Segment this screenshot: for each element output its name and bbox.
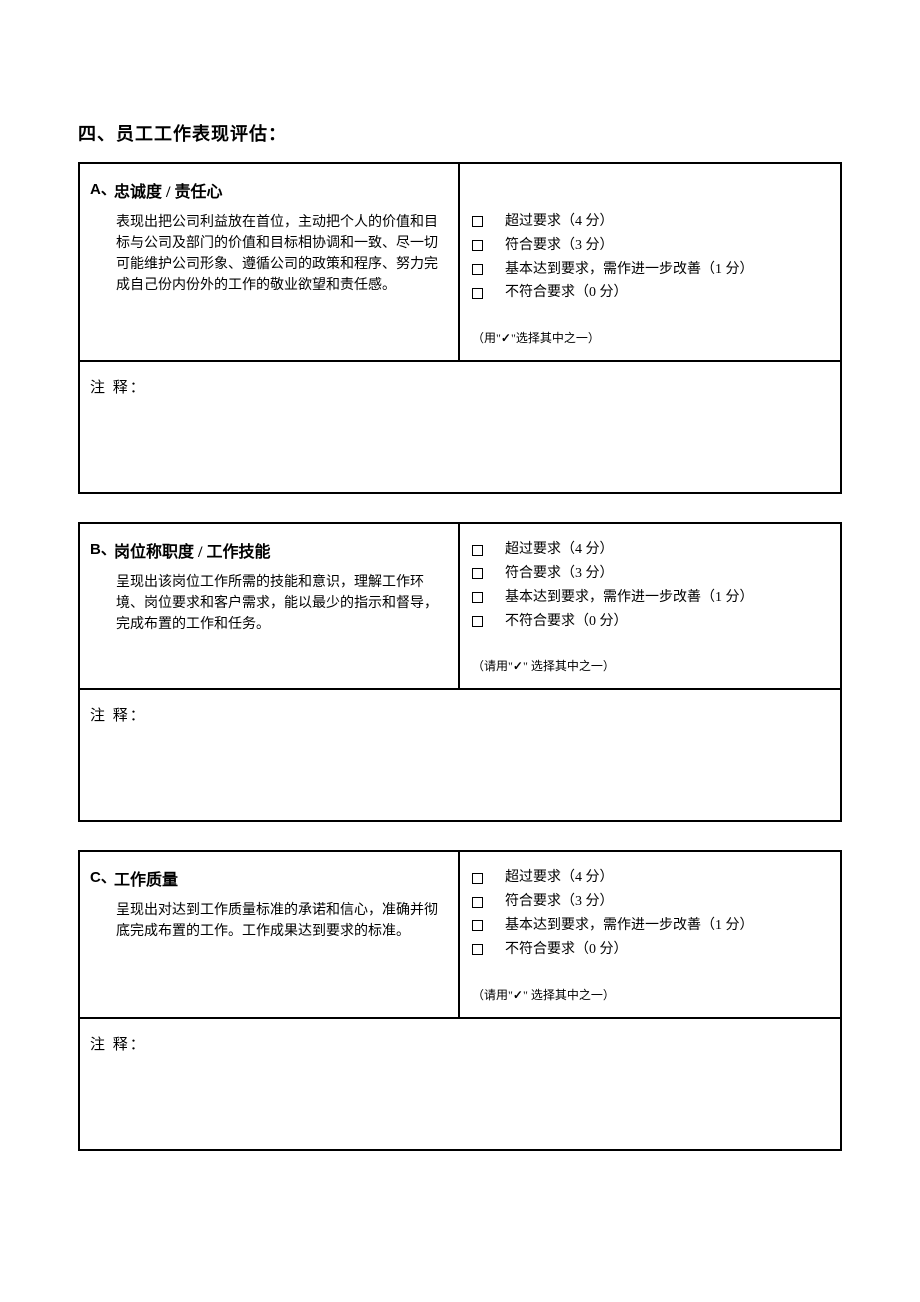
comment-label: 注 释： bbox=[90, 1033, 830, 1054]
hint-text: （请用"✓" 选择其中之一） bbox=[472, 657, 828, 674]
criterion-description: 呈现出对达到工作质量标准的承诺和信心，准确并彻底完成布置的工作。工作成果达到要求… bbox=[84, 900, 446, 942]
comment-box[interactable]: 注 释： bbox=[80, 690, 840, 820]
checkbox-icon[interactable] bbox=[472, 873, 483, 884]
options-list: 超过要求（4 分）符合要求（3 分）基本达到要求，需作进一步改善（1 分）不符合… bbox=[472, 178, 828, 305]
checkbox-icon[interactable] bbox=[472, 944, 483, 955]
option-row: 不符合要求（0 分） bbox=[472, 610, 828, 634]
check-mark-icon: ✓ bbox=[513, 988, 523, 1002]
comment-label: 注 释： bbox=[90, 376, 830, 397]
check-mark-icon: ✓ bbox=[513, 659, 523, 673]
evaluation-block: B、岗位称职度 / 工作技能呈现出该岗位工作所需的技能和意识，理解工作环境、岗位… bbox=[78, 522, 842, 822]
evaluation-top-row: B、岗位称职度 / 工作技能呈现出该岗位工作所需的技能和意识，理解工作环境、岗位… bbox=[80, 524, 840, 690]
checkbox-icon[interactable] bbox=[472, 545, 483, 556]
checkbox-icon[interactable] bbox=[472, 616, 483, 627]
evaluation-block: C、工作质量呈现出对达到工作质量标准的承诺和信心，准确并彻底完成布置的工作。工作… bbox=[78, 850, 842, 1150]
option-row: 基本达到要求，需作进一步改善（1 分） bbox=[472, 914, 828, 938]
checkbox-icon[interactable] bbox=[472, 920, 483, 931]
option-row: 不符合要求（0 分） bbox=[472, 938, 828, 962]
criterion-description: 呈现出该岗位工作所需的技能和意识，理解工作环境、岗位要求和客户需求，能以最少的指… bbox=[84, 572, 446, 635]
option-row: 符合要求（3 分） bbox=[472, 562, 828, 586]
criterion-header: A、忠诚度 / 责任心 bbox=[84, 178, 446, 202]
criterion-cell: C、工作质量呈现出对达到工作质量标准的承诺和信心，准确并彻底完成布置的工作。工作… bbox=[80, 852, 460, 1016]
criterion-description: 表现出把公司利益放在首位，主动把个人的价值和目标与公司及部门的价值和目标相协调和… bbox=[84, 212, 446, 296]
checkbox-icon[interactable] bbox=[472, 264, 483, 275]
checkbox-icon[interactable] bbox=[472, 897, 483, 908]
option-label: 不符合要求（0 分） bbox=[505, 938, 628, 962]
criterion-header: C、工作质量 bbox=[84, 866, 446, 890]
criterion-letter: B、 bbox=[84, 538, 114, 559]
option-label: 不符合要求（0 分） bbox=[505, 610, 628, 634]
option-row: 超过要求（4 分） bbox=[472, 866, 828, 890]
checkbox-icon[interactable] bbox=[472, 568, 483, 579]
checkbox-icon[interactable] bbox=[472, 288, 483, 299]
option-row: 符合要求（3 分） bbox=[472, 890, 828, 914]
option-row: 基本达到要求，需作进一步改善（1 分） bbox=[472, 586, 828, 610]
option-label: 不符合要求（0 分） bbox=[505, 281, 628, 305]
option-row: 基本达到要求，需作进一步改善（1 分） bbox=[472, 258, 828, 282]
option-label: 基本达到要求，需作进一步改善（1 分） bbox=[505, 914, 754, 938]
option-row: 超过要求（4 分） bbox=[472, 538, 828, 562]
options-list: 超过要求（4 分）符合要求（3 分）基本达到要求，需作进一步改善（1 分）不符合… bbox=[472, 538, 828, 633]
criterion-title: 工作质量 bbox=[114, 866, 178, 890]
option-label: 超过要求（4 分） bbox=[505, 210, 614, 234]
criterion-title: 忠诚度 / 责任心 bbox=[114, 178, 222, 202]
option-label: 基本达到要求，需作进一步改善（1 分） bbox=[505, 258, 754, 282]
section-title: 四、员工工作表现评估： bbox=[78, 120, 842, 146]
evaluation-block: A、忠诚度 / 责任心表现出把公司利益放在首位，主动把个人的价值和目标与公司及部… bbox=[78, 162, 842, 494]
option-label: 超过要求（4 分） bbox=[505, 538, 614, 562]
criterion-letter: A、 bbox=[84, 178, 114, 199]
evaluation-top-row: C、工作质量呈现出对达到工作质量标准的承诺和信心，准确并彻底完成布置的工作。工作… bbox=[80, 852, 840, 1018]
criterion-title: 岗位称职度 / 工作技能 bbox=[114, 538, 270, 562]
criterion-cell: A、忠诚度 / 责任心表现出把公司利益放在首位，主动把个人的价值和目标与公司及部… bbox=[80, 164, 460, 360]
comment-box[interactable]: 注 释： bbox=[80, 362, 840, 492]
option-label: 基本达到要求，需作进一步改善（1 分） bbox=[505, 586, 754, 610]
comment-label: 注 释： bbox=[90, 704, 830, 725]
criterion-letter: C、 bbox=[84, 866, 114, 887]
options-cell: 超过要求（4 分）符合要求（3 分）基本达到要求，需作进一步改善（1 分）不符合… bbox=[460, 852, 840, 1016]
hint-text: （请用"✓" 选择其中之一） bbox=[472, 986, 828, 1003]
option-label: 符合要求（3 分） bbox=[505, 234, 614, 258]
check-mark-icon: ✓ bbox=[501, 331, 511, 345]
options-cell: 超过要求（4 分）符合要求（3 分）基本达到要求，需作进一步改善（1 分）不符合… bbox=[460, 524, 840, 688]
criterion-cell: B、岗位称职度 / 工作技能呈现出该岗位工作所需的技能和意识，理解工作环境、岗位… bbox=[80, 524, 460, 688]
checkbox-icon[interactable] bbox=[472, 216, 483, 227]
comment-box[interactable]: 注 释： bbox=[80, 1019, 840, 1149]
option-row: 超过要求（4 分） bbox=[472, 210, 828, 234]
option-label: 符合要求（3 分） bbox=[505, 562, 614, 586]
option-label: 超过要求（4 分） bbox=[505, 866, 614, 890]
option-label: 符合要求（3 分） bbox=[505, 890, 614, 914]
criterion-header: B、岗位称职度 / 工作技能 bbox=[84, 538, 446, 562]
options-cell: 超过要求（4 分）符合要求（3 分）基本达到要求，需作进一步改善（1 分）不符合… bbox=[460, 164, 840, 360]
option-row: 不符合要求（0 分） bbox=[472, 281, 828, 305]
hint-text: （用"✓"选择其中之一） bbox=[472, 329, 828, 346]
options-list: 超过要求（4 分）符合要求（3 分）基本达到要求，需作进一步改善（1 分）不符合… bbox=[472, 866, 828, 961]
evaluation-top-row: A、忠诚度 / 责任心表现出把公司利益放在首位，主动把个人的价值和目标与公司及部… bbox=[80, 164, 840, 362]
checkbox-icon[interactable] bbox=[472, 240, 483, 251]
option-row: 符合要求（3 分） bbox=[472, 234, 828, 258]
checkbox-icon[interactable] bbox=[472, 592, 483, 603]
